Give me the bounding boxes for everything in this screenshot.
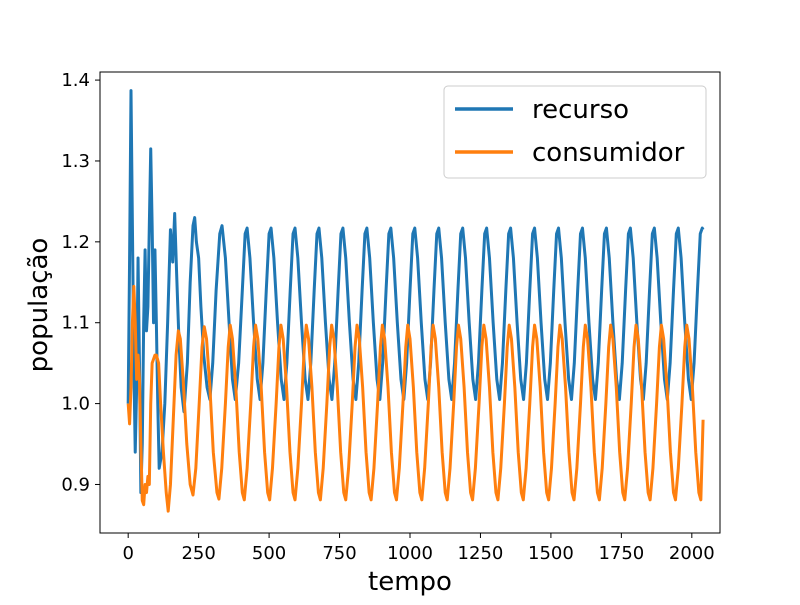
- y-tick-label: 1.4: [61, 70, 90, 91]
- x-tick-label: 1000: [387, 543, 433, 564]
- x-tick-label: 1500: [528, 543, 574, 564]
- series-layer: [126, 89, 705, 513]
- x-axis-label: tempo: [368, 567, 452, 597]
- y-tick-label: 0.9: [61, 474, 90, 495]
- y-axis: 0.9 1.0 1.1 1.2 1.3 1.4: [61, 70, 100, 495]
- x-tick-label: 2000: [669, 543, 715, 564]
- y-axis-label: população: [24, 238, 54, 373]
- x-tick-label: 0: [122, 543, 133, 564]
- series-line-consumidor: [126, 284, 705, 513]
- legend-label-consumidor: consumidor: [532, 138, 685, 168]
- legend-label-recurso: recurso: [532, 95, 629, 125]
- x-tick-label: 1250: [458, 543, 504, 564]
- legend: recurso consumidor: [443, 85, 707, 179]
- x-tick-label: 1750: [598, 543, 644, 564]
- y-tick-label: 1.0: [61, 394, 90, 415]
- y-tick-label: 1.3: [61, 151, 90, 172]
- series-line-recurso: [126, 89, 705, 495]
- x-axis: 0 250 500 750 1000 1250 1500 1750 2000: [122, 533, 715, 564]
- y-tick-label: 1.1: [61, 313, 90, 334]
- y-tick-label: 1.2: [61, 232, 90, 253]
- x-tick-label: 250: [181, 543, 215, 564]
- x-tick-label: 500: [252, 543, 286, 564]
- x-tick-label: 750: [322, 543, 356, 564]
